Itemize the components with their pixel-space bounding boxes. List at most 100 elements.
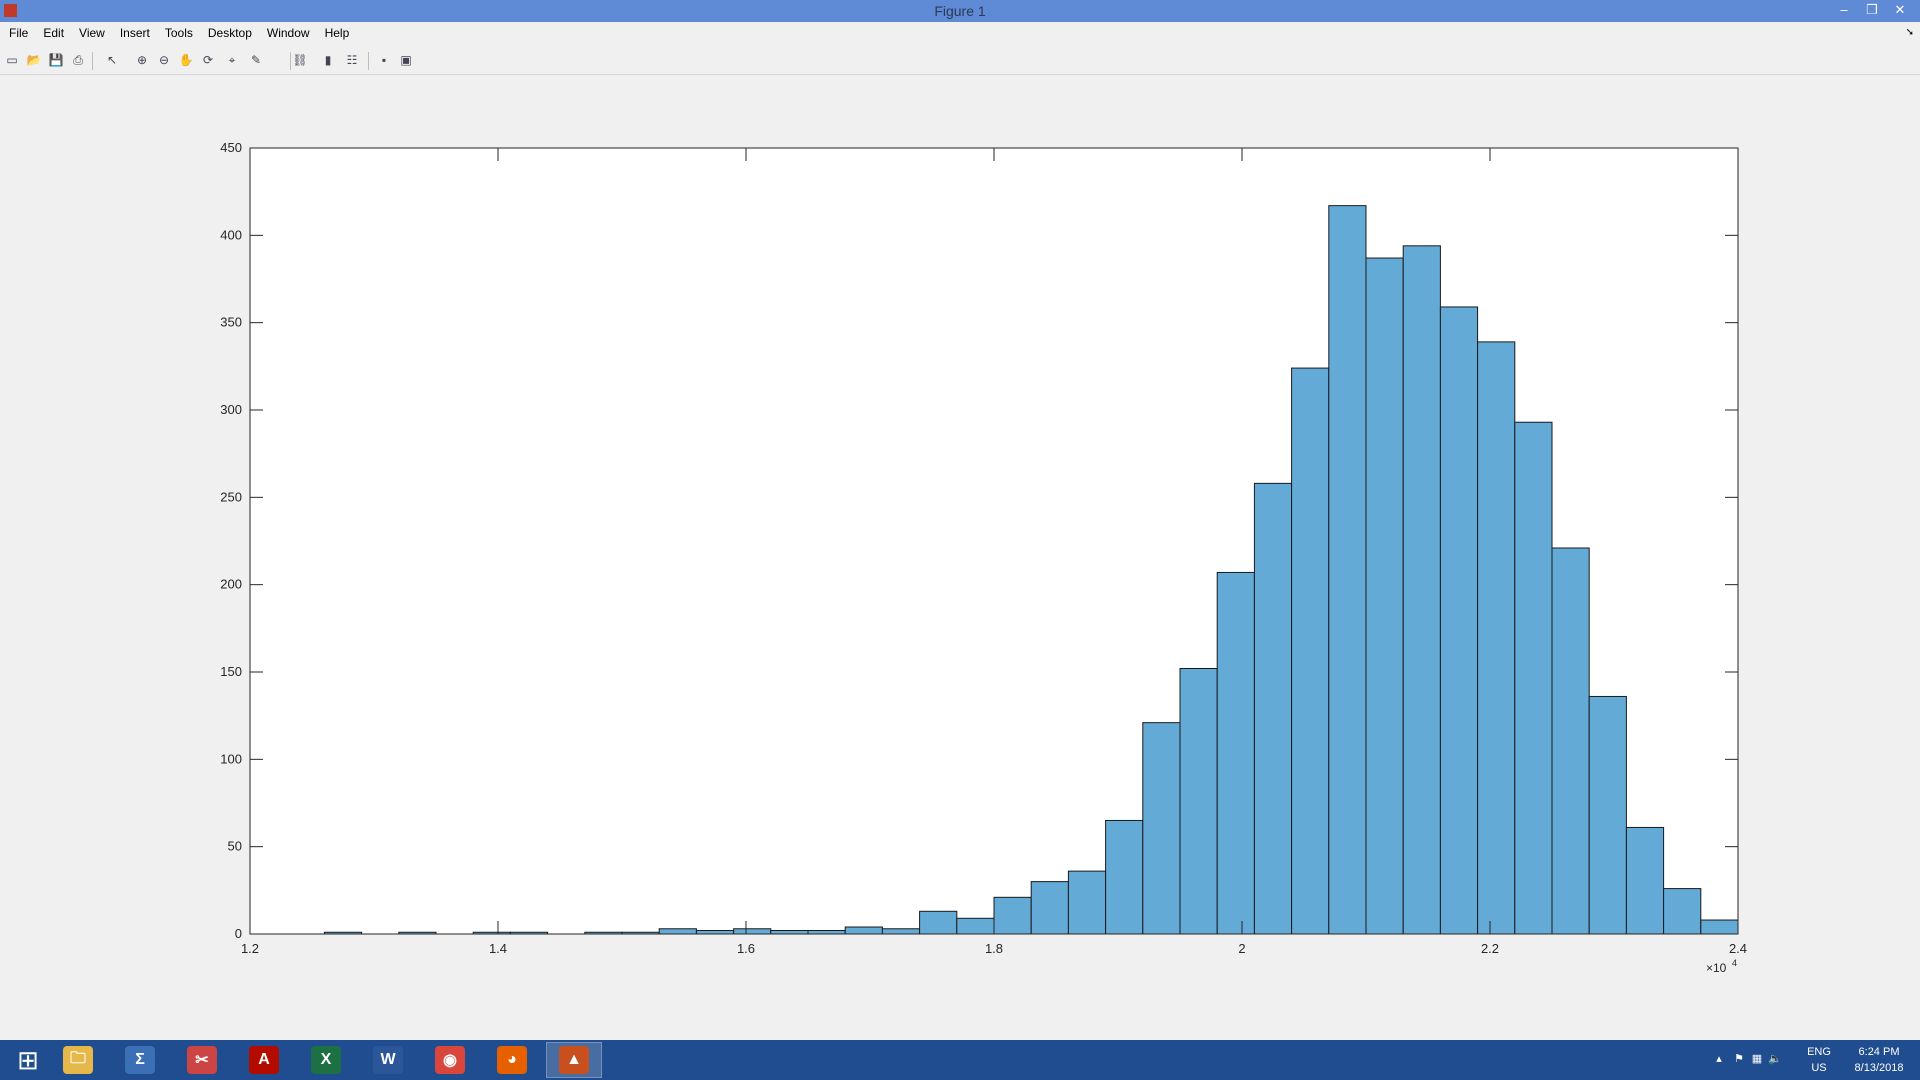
x-tick-label: 1.2 xyxy=(241,941,259,956)
excel-icon-glyph: X xyxy=(311,1046,341,1074)
y-tick-label: 150 xyxy=(220,664,242,679)
x-tick-label: 2.2 xyxy=(1481,941,1499,956)
toolbar-separator xyxy=(368,52,369,70)
system-tray: ▴ ⚑ ▦ 🔈 ENG US 6:24 PM 8/13/2018 xyxy=(1680,1040,1920,1080)
menu-window[interactable]: Window xyxy=(266,26,310,40)
volume-icon[interactable]: 🔈 xyxy=(1768,1053,1782,1065)
chrome-icon[interactable]: ◉ xyxy=(422,1042,478,1078)
histogram-bar xyxy=(956,917,995,935)
histogram-bar xyxy=(1402,245,1441,935)
y-tick-label: 250 xyxy=(220,489,242,504)
brush-icon[interactable]: ✎ xyxy=(250,53,262,67)
show-plot-tools-icon[interactable]: ▣ xyxy=(400,53,412,67)
x-tick-label: 1.8 xyxy=(985,941,1003,956)
x-exponent-power: 4 xyxy=(1732,958,1737,968)
menu-insert[interactable]: Insert xyxy=(119,26,150,40)
start-button-icon[interactable]: ⊞ xyxy=(0,1042,56,1078)
new-figure-icon[interactable]: ▭ xyxy=(6,53,18,67)
word-icon-glyph: W xyxy=(373,1046,403,1074)
file-explorer-icon[interactable]: 🗀 xyxy=(50,1042,106,1078)
histogram-bar xyxy=(695,930,735,935)
language-code: ENG xyxy=(1807,1046,1831,1058)
clock-time: 6:24 PM xyxy=(1858,1046,1900,1058)
menu-view[interactable]: View xyxy=(79,26,105,40)
rotate-3d-icon[interactable]: ⟳ xyxy=(202,53,214,67)
histogram-bar xyxy=(1551,547,1590,935)
histogram-bar xyxy=(1477,341,1516,935)
restore-button[interactable]: ❐ xyxy=(1866,2,1878,17)
y-tick-label: 350 xyxy=(220,315,242,330)
clock-date: 8/13/2018 xyxy=(1854,1062,1904,1074)
insert-colorbar-icon[interactable]: ▮ xyxy=(324,53,332,67)
x-tick-label: 1.6 xyxy=(737,941,755,956)
histogram-bar xyxy=(993,896,1032,935)
pan-hand-icon[interactable]: ✋ xyxy=(178,53,194,67)
acrobat-icon-glyph: A xyxy=(249,1046,279,1074)
menu-help[interactable]: Help xyxy=(324,26,350,40)
histogram-bar xyxy=(1179,668,1218,935)
excel-icon[interactable]: X xyxy=(298,1042,354,1078)
file-explorer-icon-glyph: 🗀 xyxy=(63,1046,93,1074)
matlab-icon-glyph: ▲ xyxy=(559,1046,589,1074)
histogram-bar xyxy=(1625,826,1665,935)
histogram-bar xyxy=(770,930,809,935)
y-tick-label: 300 xyxy=(220,402,242,417)
open-file-icon[interactable]: 📂 xyxy=(26,53,42,67)
histogram-bar xyxy=(1142,722,1181,935)
action-center-flag-icon[interactable]: ⚑ xyxy=(1734,1053,1744,1065)
histogram-bar xyxy=(807,930,846,935)
language-indicator[interactable]: ENG US xyxy=(1802,1044,1836,1076)
start-button-icon-glyph: ⊞ xyxy=(17,1044,39,1075)
menu-desktop[interactable]: Desktop xyxy=(207,26,252,40)
menu-bar: File Edit View Insert Tools Desktop Window Help… xyxy=(0,22,1920,46)
y-tick-label: 450 xyxy=(220,140,242,155)
data-cursor-icon[interactable]: ⌖ xyxy=(228,53,236,67)
histogram-bar xyxy=(1291,367,1330,935)
taskbar-clock[interactable]: 6:24 PM 8/13/2018 xyxy=(1844,1044,1914,1076)
histogram-bar xyxy=(1365,257,1404,935)
keyboard-region: US xyxy=(1811,1062,1827,1074)
histogram-bar xyxy=(1216,571,1255,935)
network-icon[interactable]: ▦ xyxy=(1751,1053,1763,1065)
link-plot-icon[interactable]: ⛓ xyxy=(292,53,308,67)
snipping-tool-icon-glyph: ✂ xyxy=(187,1046,217,1074)
menu-tools[interactable]: Tools xyxy=(164,26,193,40)
undock-arrow-icon[interactable]: ➘ xyxy=(1905,27,1914,38)
word-icon[interactable]: W xyxy=(360,1042,416,1078)
histogram-bar xyxy=(1588,695,1627,935)
y-tick-label: 50 xyxy=(228,839,242,854)
snipping-tool-icon[interactable]: ✂ xyxy=(174,1042,230,1078)
histogram-bar xyxy=(1030,881,1069,935)
math-tool-icon-glyph: Σ xyxy=(125,1046,155,1074)
x-tick-label: 2 xyxy=(1238,941,1245,956)
x-tick-label: 1.4 xyxy=(489,941,507,956)
menu-edit[interactable]: Edit xyxy=(43,26,65,40)
zoom-in-icon[interactable]: ⊕ xyxy=(136,53,148,67)
close-button[interactable]: ✕ xyxy=(1894,2,1906,17)
x-exponent-label: ×10 xyxy=(1706,961,1727,975)
y-tick-label: 100 xyxy=(220,751,242,766)
minimize-button[interactable]: – xyxy=(1840,2,1848,17)
firefox-icon-glyph: ◕ xyxy=(497,1046,527,1074)
select-arrow-icon[interactable]: ↖ xyxy=(106,53,118,67)
zoom-out-icon[interactable]: ⊖ xyxy=(158,53,170,67)
window-title: Figure 1 xyxy=(934,3,986,19)
windows-taskbar: ▴ ⚑ ▦ 🔈 ENG US 6:24 PM 8/13/2018 ⊞ 🗀 Σ ✂ A X W… xyxy=(0,1040,1920,1080)
y-tick-label: 200 xyxy=(220,577,242,592)
histogram-bar xyxy=(1067,870,1107,935)
matlab-icon[interactable]: ▲ xyxy=(546,1042,602,1078)
save-icon[interactable]: 💾 xyxy=(48,53,64,67)
math-tool-icon[interactable]: Σ xyxy=(112,1042,168,1078)
firefox-icon[interactable]: ◕ xyxy=(484,1042,540,1078)
histogram-bar xyxy=(1328,205,1367,935)
histogram-bar xyxy=(1253,482,1293,935)
insert-legend-icon[interactable]: ☷ xyxy=(346,53,358,67)
figure-toolbar: ▭ 📂 💾 ⎙ ↖ ⊕ ⊖ ✋ ⟳ ⌖ ✎ ⛓ ▮ ☷ ▪ ▣ xyxy=(0,46,1920,75)
chrome-icon-glyph: ◉ xyxy=(435,1046,465,1074)
print-icon[interactable]: ⎙ xyxy=(73,53,83,67)
show-hidden-icons-icon[interactable]: ▴ xyxy=(1716,1053,1722,1065)
acrobat-icon[interactable]: A xyxy=(236,1042,292,1078)
hide-plot-tools-icon[interactable]: ▪ xyxy=(381,53,387,67)
menu-file[interactable]: File xyxy=(9,26,29,40)
histogram-bar xyxy=(1663,888,1702,935)
